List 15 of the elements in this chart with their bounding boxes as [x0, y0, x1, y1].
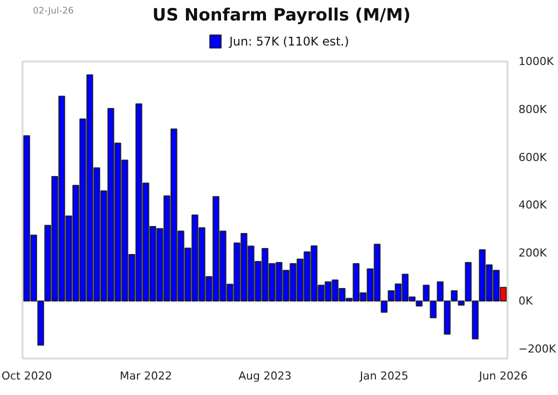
- y-tick-label: 600K: [518, 150, 548, 164]
- y-tick-label: −200K: [518, 342, 557, 356]
- legend-label: Jun: 57K (110K est.): [228, 34, 350, 48]
- x-tick-label: Jun 2026: [478, 370, 528, 382]
- chart-title: US Nonfarm Payrolls (M/M): [152, 6, 411, 26]
- y-tick-label: 200K: [518, 246, 548, 260]
- text: 02-Jul-26: [32, 6, 74, 16]
- x-tick-label: Mar 2022: [120, 370, 172, 382]
- x-tick-label: Aug 2023: [238, 370, 292, 382]
- y-tick-label: 0K: [518, 294, 534, 308]
- y-tick-label: 1000K: [518, 55, 554, 68]
- x-tick-label: Oct 2020: [1, 370, 52, 382]
- y-tick-label: 800K: [518, 102, 548, 116]
- y-tick-label: 400K: [518, 198, 548, 212]
- x-tick-label: Jan 2025: [358, 370, 408, 382]
